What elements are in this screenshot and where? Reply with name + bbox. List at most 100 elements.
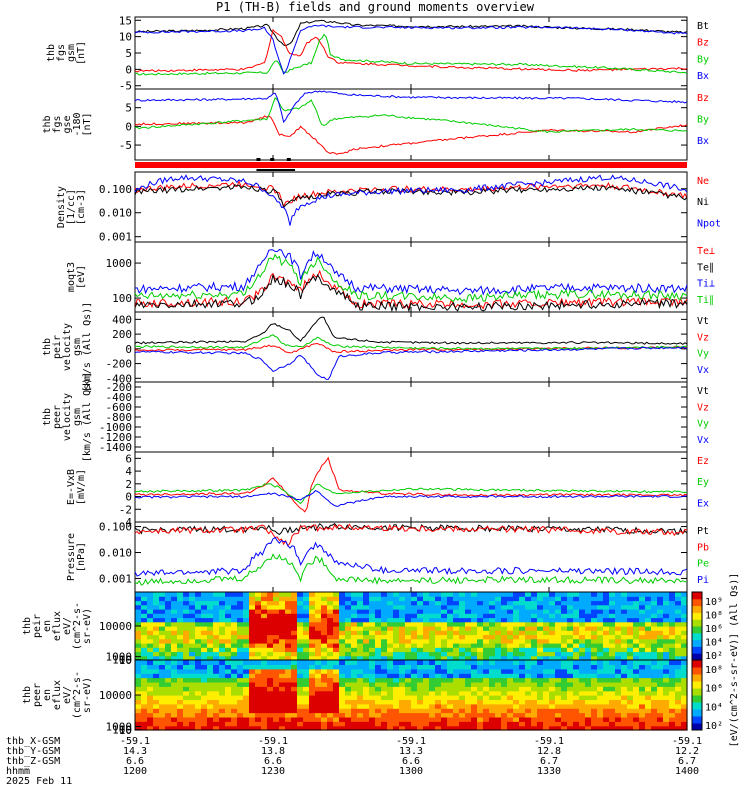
spectrogram-cell <box>453 621 460 627</box>
spectrogram-cell <box>441 725 448 731</box>
spectrogram-cell <box>249 604 256 610</box>
spectrogram-cell <box>657 677 664 683</box>
spectrogram-cell <box>459 592 466 597</box>
spectrogram-cell <box>171 626 178 631</box>
spectrogram-cell <box>255 660 262 665</box>
spectrogram-cell <box>639 621 646 627</box>
spectrogram-cell <box>501 668 508 674</box>
spectrogram-cell <box>249 681 256 687</box>
spectrogram-cell <box>543 655 550 661</box>
spectrogram-cell <box>285 660 292 665</box>
spectrogram-cell <box>669 690 676 696</box>
spectrogram-cell <box>279 592 286 597</box>
spectrogram-cell <box>309 600 316 606</box>
x-tick-label: 1200 <box>123 766 147 777</box>
spectrogram-cell <box>309 660 316 665</box>
spectrogram-cell <box>381 626 388 631</box>
series-line-Bz <box>134 115 688 155</box>
spectrogram-cell <box>195 638 202 644</box>
spectrogram-cell <box>381 708 388 714</box>
spectrogram-cell <box>309 708 316 714</box>
spectrogram-cell <box>555 604 562 610</box>
spectrogram-cell <box>603 716 610 722</box>
spectrogram-cell <box>207 592 214 597</box>
spectrogram-cell <box>135 613 142 619</box>
spectrogram-cell <box>513 626 520 631</box>
spectrogram-cell <box>237 712 244 718</box>
spectrogram-cell <box>261 596 268 602</box>
spectrogram-cell <box>243 708 250 714</box>
spectrogram-cell <box>381 647 388 653</box>
spectrogram-cell <box>435 647 442 653</box>
spectrogram-cell <box>591 634 598 640</box>
spectrogram-cell <box>525 617 532 623</box>
spectrogram-cell <box>297 630 304 636</box>
spectrogram-cell <box>525 681 532 687</box>
y-tick-label: 0.100 <box>99 521 132 534</box>
spectrogram-cell <box>381 660 388 665</box>
y-axis-label: -180 <box>72 112 83 136</box>
colorbar-segment <box>692 653 702 661</box>
spectrogram-cell <box>165 630 172 636</box>
spectrogram-cell <box>231 626 238 631</box>
spectrogram-cell <box>405 681 412 687</box>
spectrogram-cell <box>489 634 496 640</box>
spectrogram-cell <box>315 651 322 657</box>
spectrogram-cell <box>159 626 166 631</box>
spectrogram-cell <box>483 600 490 606</box>
spectrogram-cell <box>327 638 334 644</box>
spectrogram-cell <box>669 621 676 627</box>
spectrogram-cell <box>591 626 598 631</box>
spectrogram-cell <box>369 617 376 623</box>
spectrogram-cell <box>615 613 622 619</box>
spectrogram-cell <box>645 604 652 610</box>
spectrogram-cell <box>135 621 142 627</box>
spectrogram-cell <box>621 600 628 606</box>
spectrogram-cell <box>495 643 502 648</box>
spectrogram-cell <box>561 621 568 627</box>
spectrogram-cell <box>633 655 640 661</box>
spectrogram-cell <box>195 655 202 661</box>
spectrogram-cell <box>423 596 430 602</box>
spectrogram-cell <box>177 712 184 718</box>
spectrogram-cell <box>465 690 472 696</box>
spectrogram-cell <box>333 712 340 718</box>
spectrogram-cell <box>411 621 418 627</box>
spectrogram-cell <box>453 630 460 636</box>
spectrogram-cell <box>531 677 538 683</box>
spectrogram-cell <box>135 604 142 610</box>
spectrogram-cell <box>429 660 436 665</box>
spectrogram-cell <box>261 655 268 661</box>
spectrogram-cell <box>681 626 688 631</box>
spectrogram-cell <box>549 655 556 661</box>
spectrogram-cell <box>501 626 508 631</box>
spectrogram-cell <box>183 660 190 665</box>
spectrogram-cell <box>627 721 634 727</box>
spectrogram-cell <box>621 638 628 644</box>
spectrogram-cell <box>429 721 436 727</box>
spectrogram-cell <box>471 716 478 722</box>
spectrogram-cell <box>561 716 568 722</box>
spectrogram-cell <box>153 712 160 718</box>
spectrogram-cell <box>477 690 484 696</box>
spectrogram-cell <box>663 699 670 705</box>
spectrogram-cell <box>303 716 310 722</box>
series-line-Pi <box>134 536 688 577</box>
spectrogram-cell <box>561 600 568 606</box>
spectrogram-cell <box>249 592 256 597</box>
spectrogram-cell <box>675 721 682 727</box>
spectrogram-cell <box>543 725 550 731</box>
spectrogram-cell <box>351 634 358 640</box>
spectrogram-cell <box>591 647 598 653</box>
spectrogram-cell <box>627 660 634 665</box>
spectrogram-cell <box>393 721 400 727</box>
spectrogram-cell <box>243 677 250 683</box>
spectrogram-cell <box>423 643 430 648</box>
spectrogram-cell <box>489 592 496 597</box>
spectrogram-cell <box>543 686 550 692</box>
spectrogram-cell <box>375 716 382 722</box>
spectrogram-cell <box>375 660 382 665</box>
spectrogram-cell <box>477 617 484 623</box>
spectrogram-cell <box>267 716 274 722</box>
spectrogram-cell <box>651 725 658 731</box>
